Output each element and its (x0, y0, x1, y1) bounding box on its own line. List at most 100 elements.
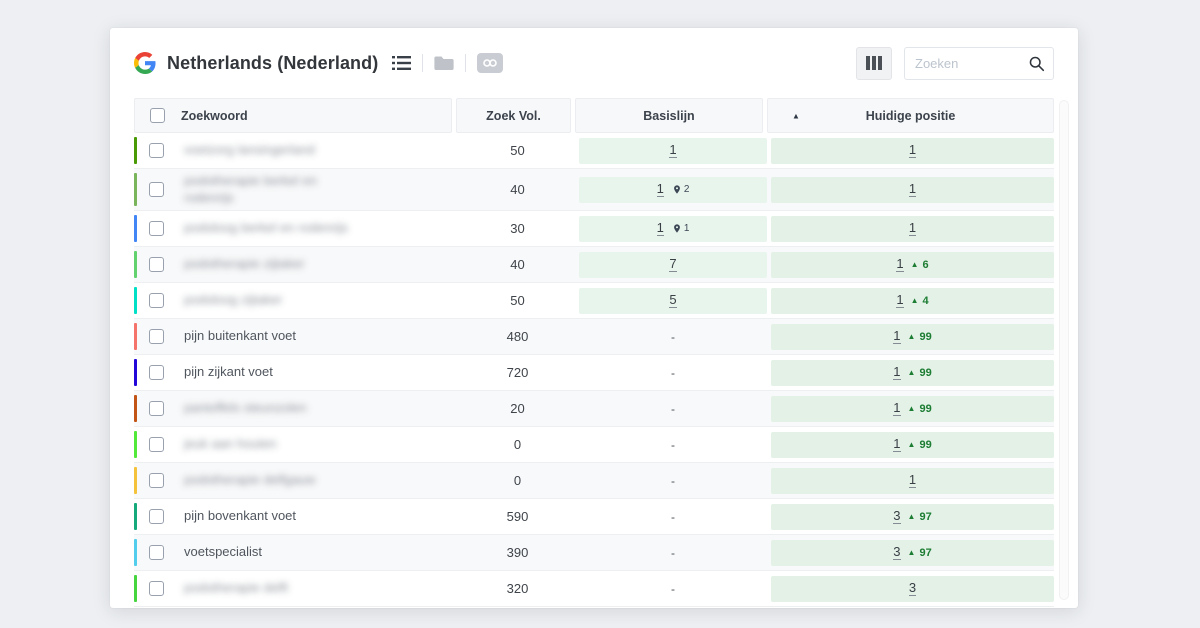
baseline-value[interactable]: 1 (656, 180, 664, 198)
baseline-value[interactable]: 1 (656, 219, 664, 237)
google-logo-icon (134, 52, 156, 74)
vertical-scrollbar[interactable] (1059, 100, 1069, 600)
position-value[interactable]: 1 (908, 219, 917, 237)
row-checkbox[interactable] (149, 401, 164, 416)
row-checkbox[interactable] (149, 437, 164, 452)
rank-change: 97 (919, 510, 932, 523)
position-value[interactable]: 1 (893, 435, 901, 453)
position-cell: 3 ▲ 97 (771, 539, 1054, 566)
position-value[interactable]: 1 (896, 255, 904, 273)
position-value[interactable]: 1 (908, 471, 917, 489)
row-checkbox[interactable] (149, 473, 164, 488)
column-header-keyword[interactable]: Zoekwoord (134, 98, 452, 133)
row-checkbox[interactable] (149, 293, 164, 308)
table-header: Zoekwoord Zoek Vol. Basislijn ▲ Huidige … (134, 98, 1054, 133)
rank-change: 99 (919, 366, 932, 379)
position-cell: 1 (771, 215, 1054, 242)
table-row: pijn zijkant voet 720 - 1 ▲ 99 (134, 355, 1054, 391)
tag-color-bar (134, 251, 137, 278)
position-value[interactable]: 3 (893, 543, 901, 561)
baseline-value[interactable]: 5 (669, 291, 677, 309)
baseline-value[interactable]: 7 (669, 255, 677, 273)
columns-toggle-button[interactable] (856, 46, 892, 80)
keyword-label[interactable]: podotherapie delfgauw (184, 472, 316, 488)
rank-up-icon: ▲ (907, 404, 916, 413)
position-value[interactable]: 1 (893, 363, 901, 381)
search-volume: 320 (506, 581, 529, 596)
row-checkbox[interactable] (149, 221, 164, 236)
row-checkbox[interactable] (149, 329, 164, 344)
keyword-label[interactable]: podotherapie berkel en rodenrijs (184, 173, 317, 205)
search-volume: 0 (513, 437, 522, 452)
position-cell: 3 (771, 575, 1054, 602)
row-checkbox[interactable] (149, 509, 164, 524)
column-header-position[interactable]: ▲ Huidige positie (767, 98, 1054, 133)
keyword-label[interactable]: voetzorg lansingerland (184, 142, 315, 158)
position-value[interactable]: 1 (908, 141, 917, 159)
row-checkbox[interactable] (149, 143, 164, 158)
position-cell: 1 ▲ 6 (771, 251, 1054, 278)
table-row: podotherapie delfgauw 0 - 1 (134, 463, 1054, 499)
rank-up-icon: ▲ (910, 260, 919, 269)
search-volume: 0 (513, 473, 522, 488)
select-all-checkbox[interactable] (150, 108, 165, 123)
divider (465, 54, 467, 72)
folder-icon[interactable] (434, 55, 454, 71)
row-checkbox[interactable] (149, 545, 164, 560)
position-value[interactable]: 1 (896, 291, 904, 309)
sort-asc-icon[interactable]: ▲ (792, 111, 800, 120)
table-row: podotherapie delft 320 - 3 (134, 571, 1054, 607)
keyword-label[interactable]: podotherapie delft (184, 580, 289, 596)
rank-up-icon: ▲ (907, 332, 916, 341)
link-icon[interactable] (477, 53, 504, 73)
position-value[interactable]: 3 (893, 507, 901, 525)
baseline-empty: - (671, 581, 675, 596)
table-row: podoloog berkel en rodenrijs 30 1 1 1 (134, 211, 1054, 247)
keyword-label[interactable]: pantoffels steunzolen (184, 400, 307, 416)
position-cell: 1 (771, 467, 1054, 494)
keyword-label[interactable]: podotherapie zijtaker (184, 256, 305, 272)
position-value[interactable]: 1 (893, 399, 901, 417)
column-header-volume[interactable]: Zoek Vol. (456, 98, 571, 133)
rank-up-icon: ▲ (910, 296, 919, 305)
keyword-label[interactable]: pijn buitenkant voet (184, 328, 297, 344)
row-checkbox[interactable] (149, 182, 164, 197)
table-row: pantoffels steunzolen 20 - 1 ▲ 99 (134, 391, 1054, 427)
keyword-label[interactable]: pijn zijkant voet (184, 364, 273, 380)
baseline-empty: - (671, 365, 675, 380)
search-input[interactable] (915, 55, 1028, 71)
keyword-label[interactable]: podoloog berkel en rodenrijs (184, 220, 349, 236)
tag-color-bar (134, 431, 137, 458)
position-cell: 1 ▲ 99 (771, 359, 1054, 386)
pin-count: 1 (683, 223, 690, 234)
keyword-label[interactable]: podoloog zijtaker (184, 292, 283, 308)
row-checkbox[interactable] (149, 257, 164, 272)
row-checkbox[interactable] (149, 581, 164, 596)
position-value[interactable]: 3 (908, 579, 917, 597)
search-volume: 50 (510, 293, 525, 308)
baseline-value[interactable]: 1 (669, 141, 677, 159)
search-volume: 30 (510, 221, 525, 236)
position-cell: 1 (771, 176, 1054, 203)
rank-change: 6 (922, 258, 929, 271)
list-view-icon[interactable] (392, 55, 412, 71)
pin-count: 2 (683, 184, 690, 195)
row-checkbox[interactable] (149, 365, 164, 380)
table-row: jeuk aan houten 0 - 1 ▲ 99 (134, 427, 1054, 463)
page-title: Netherlands (Nederland) (167, 52, 379, 73)
search-box (904, 46, 1054, 80)
baseline-empty: - (671, 401, 675, 416)
position-value[interactable]: 1 (893, 327, 901, 345)
search-icon[interactable] (1028, 55, 1045, 72)
map-pin-icon (673, 185, 680, 194)
keyword-label[interactable]: pijn bovenkant voet (184, 508, 297, 524)
keyword-label[interactable]: jeuk aan houten (184, 436, 277, 452)
tag-color-bar (134, 215, 137, 242)
position-cell: 1 ▲ 99 (771, 395, 1054, 422)
rank-up-icon: ▲ (907, 512, 916, 521)
table-row: pijn buitenkant voet 480 - 1 ▲ 99 (134, 319, 1054, 355)
position-value[interactable]: 1 (908, 180, 917, 198)
keyword-label[interactable]: voetspecialist (184, 544, 263, 560)
column-header-baseline[interactable]: Basislijn (575, 98, 763, 133)
